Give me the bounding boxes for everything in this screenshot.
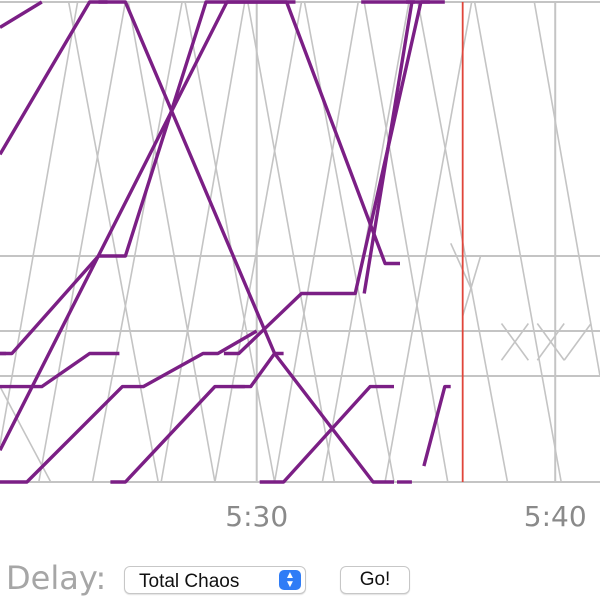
train-line-11 [110,351,284,484]
train-line-9 [0,351,120,389]
schedule-line-16 [473,1,562,483]
train-line-0 [0,0,108,156]
schedule-line-0 [0,1,79,446]
schedule-line-4 [214,1,303,483]
schedule-line-14 [363,1,449,483]
schedule-line-3 [160,1,246,483]
controls-bar: Delay: Total Chaos ▲ ▼ Go! [0,556,600,600]
train-line-2 [0,0,296,356]
schedule-lines-layer [0,1,600,483]
train-line-10 [0,329,258,484]
train-line-16 [259,384,394,484]
grid-layer [0,1,600,483]
go-button[interactable]: Go! [340,566,410,594]
train-line-14 [362,1,414,294]
timetable-chart: 5:30 5:40 [0,0,600,533]
train-line-18 [422,384,451,467]
train-line-7 [0,0,43,29]
schedule-line-24 [450,242,473,291]
x-tick-label-1: 5:40 [524,500,587,533]
schedule-line-11 [184,1,276,483]
x-tick-label-0: 5:30 [225,500,288,533]
schedule-line-9 [67,1,159,483]
delay-label: Delay: [6,559,107,597]
delay-select-value: Total Chaos [139,571,240,592]
schedule-line-13 [303,1,395,483]
train-line-3 [0,0,257,451]
schedule-line-10 [127,1,216,483]
schedule-line-22 [536,323,565,361]
train-line-13 [223,0,445,356]
schedule-line-7 [384,1,473,483]
train-lines-layer [0,0,451,484]
schedule-line-1 [38,1,127,483]
schedule-line-12 [246,1,336,483]
schedule-line-20 [563,323,592,361]
schedule-line-23 [461,255,482,317]
schedule-line-21 [500,323,530,361]
delay-select[interactable]: Total Chaos ▲ ▼ [124,566,306,594]
train-line-4 [256,0,400,266]
x-tick-labels: 5:30 5:40 [225,500,586,533]
updown-chevron-icon: ▲ ▼ [279,570,301,590]
schedule-line-5 [273,1,359,483]
schedule-line-17 [533,1,600,377]
